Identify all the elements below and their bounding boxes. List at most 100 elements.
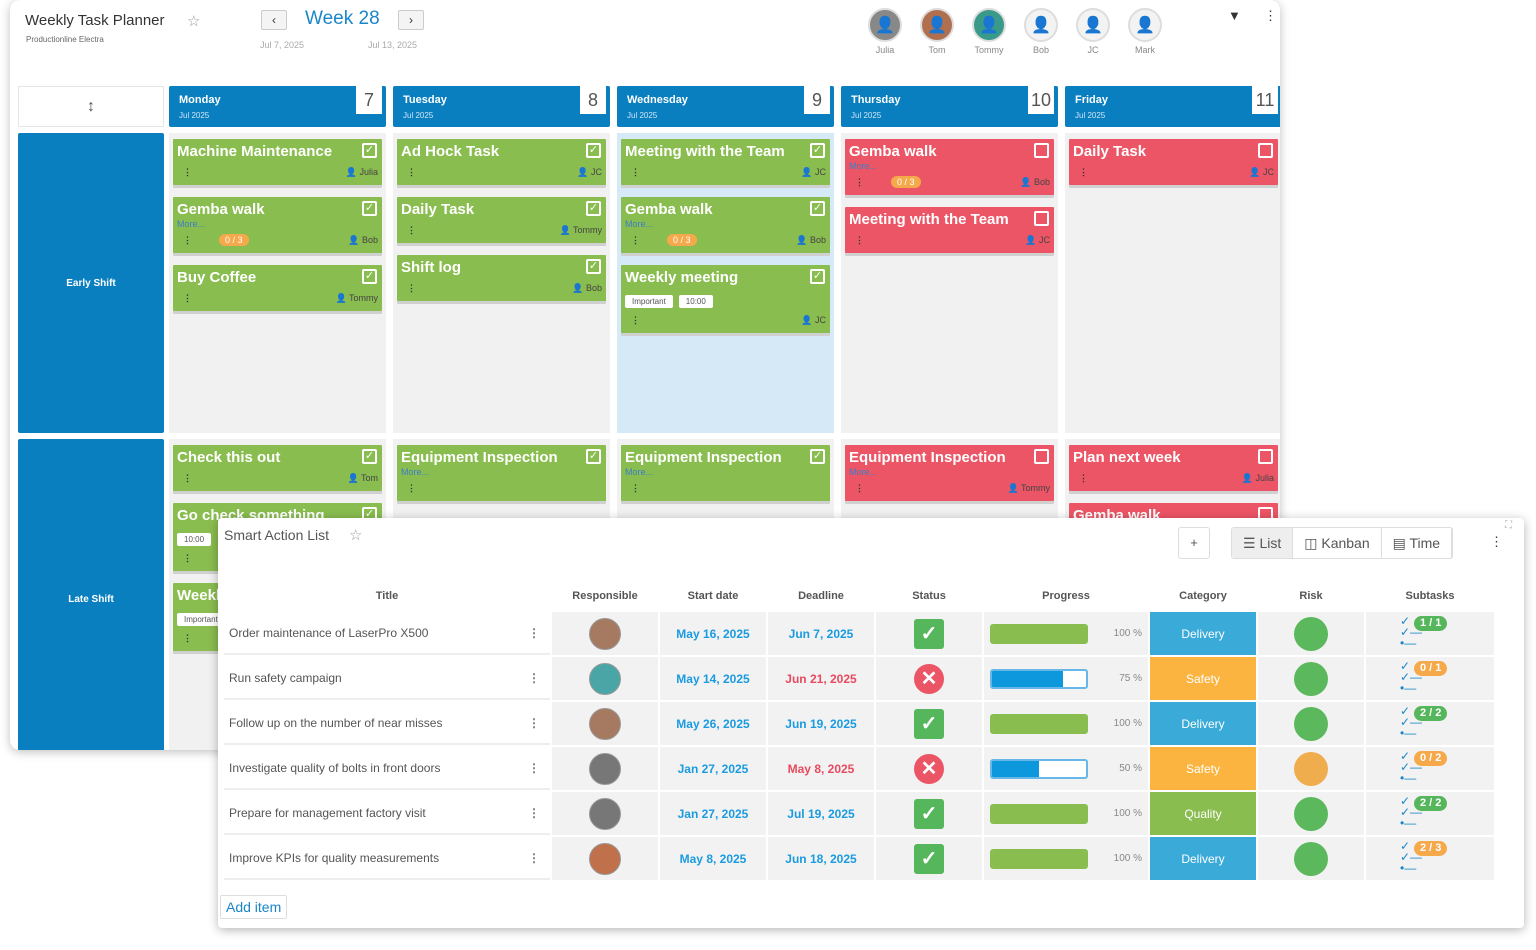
- task-checkbox[interactable]: ✓: [810, 449, 825, 464]
- task-card[interactable]: Weekly meeting ✓ Important 10:00 ⋮ 👤 JC: [621, 265, 830, 333]
- person-filter-jc[interactable]: 👤 JC: [1073, 8, 1113, 55]
- column-header-progress[interactable]: Progress: [1042, 590, 1090, 602]
- task-menu-icon[interactable]: ⋮: [183, 472, 192, 483]
- person-filter-julia[interactable]: 👤 Julia: [865, 8, 905, 55]
- filter-icon[interactable]: ▼: [1228, 8, 1241, 23]
- start-date-cell[interactable]: May 14, 2025: [660, 657, 766, 700]
- task-menu-icon[interactable]: ⋮: [407, 224, 416, 235]
- prev-week-button[interactable]: ‹: [261, 10, 287, 30]
- start-date-cell[interactable]: Jan 27, 2025: [660, 792, 766, 835]
- status-cell[interactable]: ✕: [876, 747, 982, 790]
- task-checkbox[interactable]: ✓: [810, 269, 825, 284]
- more-menu-icon[interactable]: ⋮: [1264, 8, 1277, 23]
- next-week-button[interactable]: ›: [398, 10, 424, 30]
- task-menu-icon[interactable]: ⋮: [183, 166, 192, 177]
- table-row[interactable]: Investigate quality of bolts in front do…: [224, 747, 1494, 790]
- person-filter-tom[interactable]: 👤 Tom: [917, 8, 957, 55]
- task-checkbox[interactable]: [1034, 143, 1049, 158]
- task-menu-icon[interactable]: ⋮: [855, 482, 864, 493]
- view-tab-time[interactable]: ▤ Time: [1382, 528, 1453, 558]
- subtasks-cell[interactable]: ✓ ✓— •— 0 / 2: [1366, 747, 1494, 790]
- task-card[interactable]: Daily Task ⋮ 👤 JC: [1069, 139, 1278, 185]
- task-menu-icon[interactable]: ⋮: [855, 176, 864, 187]
- subtasks-cell[interactable]: ✓ ✓— •— 1 / 1: [1366, 612, 1494, 655]
- more-link[interactable]: More...: [625, 219, 654, 229]
- risk-cell[interactable]: [1258, 792, 1364, 835]
- x-circle-icon[interactable]: ✕: [914, 663, 944, 694]
- responsible-cell[interactable]: [552, 837, 658, 880]
- category-cell[interactable]: Quality: [1150, 792, 1256, 835]
- title-cell[interactable]: Order maintenance of LaserPro X500 ⋮: [224, 612, 550, 655]
- task-menu-icon[interactable]: ⋮: [407, 282, 416, 293]
- status-cell[interactable]: ✓: [876, 837, 982, 880]
- risk-cell[interactable]: [1258, 702, 1364, 745]
- title-cell[interactable]: Run safety campaign ⋮: [224, 657, 550, 700]
- task-checkbox[interactable]: ✓: [586, 259, 601, 274]
- category-cell[interactable]: Delivery: [1150, 837, 1256, 880]
- task-menu-icon[interactable]: ⋮: [631, 482, 640, 493]
- start-date-cell[interactable]: Jan 27, 2025: [660, 747, 766, 790]
- category-cell[interactable]: Safety: [1150, 657, 1256, 700]
- task-menu-icon[interactable]: ⋮: [1079, 472, 1088, 483]
- table-row[interactable]: Order maintenance of LaserPro X500 ⋮ May 1…: [224, 612, 1494, 655]
- category-cell[interactable]: Delivery: [1150, 612, 1256, 655]
- status-cell[interactable]: ✓: [876, 792, 982, 835]
- row-menu-icon[interactable]: ⋮: [528, 806, 540, 820]
- risk-cell[interactable]: [1258, 612, 1364, 655]
- task-card[interactable]: Machine Maintenance ✓ ⋮ 👤 Julia: [173, 139, 382, 185]
- responsible-cell[interactable]: [552, 702, 658, 745]
- favorite-star-icon[interactable]: ☆: [349, 527, 363, 544]
- task-card[interactable]: Shift log ✓ ⋮ 👤 Bob: [397, 255, 606, 301]
- check-icon[interactable]: ✓: [914, 618, 944, 649]
- x-circle-icon[interactable]: ✕: [914, 753, 944, 784]
- column-header-risk[interactable]: Risk: [1299, 590, 1323, 602]
- check-icon[interactable]: ✓: [914, 843, 944, 874]
- person-filter-mark[interactable]: 👤 Mark: [1125, 8, 1165, 55]
- start-date-cell[interactable]: May 16, 2025: [660, 612, 766, 655]
- status-cell[interactable]: ✓: [876, 702, 982, 745]
- task-menu-icon[interactable]: ⋮: [407, 166, 416, 177]
- task-checkbox[interactable]: ✓: [586, 143, 601, 158]
- task-checkbox[interactable]: ✓: [586, 201, 601, 216]
- subtasks-cell[interactable]: ✓ ✓— •— 2 / 2: [1366, 792, 1494, 835]
- view-tab-list[interactable]: ☰ List: [1232, 528, 1294, 558]
- task-menu-icon[interactable]: ⋮: [183, 552, 192, 563]
- task-checkbox[interactable]: [1258, 143, 1273, 158]
- person-filter-bob[interactable]: 👤 Bob: [1021, 8, 1061, 55]
- title-cell[interactable]: Prepare for management factory visit ⋮: [224, 792, 550, 835]
- person-filter-tommy[interactable]: 👤 Tommy: [969, 8, 1009, 55]
- more-menu-icon[interactable]: ⋮: [1490, 534, 1503, 549]
- risk-cell[interactable]: [1258, 657, 1364, 700]
- add-button[interactable]: +: [1178, 527, 1210, 559]
- table-row[interactable]: Follow up on the number of near misses ⋮ M…: [224, 702, 1494, 745]
- task-card[interactable]: Plan next week ⋮ 👤 Julia: [1069, 445, 1278, 491]
- add-item-button[interactable]: Add item: [220, 895, 288, 919]
- table-row[interactable]: Prepare for management factory visit ⋮ Jan…: [224, 792, 1494, 835]
- task-checkbox[interactable]: ✓: [362, 143, 377, 158]
- row-menu-icon[interactable]: ⋮: [528, 626, 540, 640]
- responsible-cell[interactable]: [552, 792, 658, 835]
- title-cell[interactable]: Follow up on the number of near misses ⋮: [224, 702, 550, 745]
- more-link[interactable]: More...: [401, 467, 430, 477]
- task-menu-icon[interactable]: ⋮: [407, 482, 416, 493]
- more-link[interactable]: More...: [625, 467, 654, 477]
- start-date-cell[interactable]: May 8, 2025: [660, 837, 766, 880]
- subtasks-cell[interactable]: ✓ ✓— •— 0 / 1: [1366, 657, 1494, 700]
- task-menu-icon[interactable]: ⋮: [631, 314, 640, 325]
- row-menu-icon[interactable]: ⋮: [528, 716, 540, 730]
- table-row[interactable]: Improve KPIs for quality measurements ⋮ Ma…: [224, 837, 1494, 880]
- column-header-responsible[interactable]: Responsible: [572, 590, 638, 602]
- column-header-status[interactable]: Status: [912, 590, 946, 602]
- start-date-cell[interactable]: May 26, 2025: [660, 702, 766, 745]
- task-menu-icon[interactable]: ⋮: [631, 234, 640, 245]
- task-menu-icon[interactable]: ⋮: [855, 234, 864, 245]
- favorite-star-icon[interactable]: ☆: [187, 13, 201, 30]
- risk-cell[interactable]: [1258, 747, 1364, 790]
- task-checkbox[interactable]: ✓: [362, 449, 377, 464]
- task-menu-icon[interactable]: ⋮: [1079, 166, 1088, 177]
- title-cell[interactable]: Improve KPIs for quality measurements ⋮: [224, 837, 550, 880]
- category-cell[interactable]: Safety: [1150, 747, 1256, 790]
- responsible-cell[interactable]: [552, 747, 658, 790]
- task-card[interactable]: Check this out ✓ ⋮ 👤 Tom: [173, 445, 382, 491]
- task-card[interactable]: Gemba walk More... ⋮ 0 / 3 👤 Bob: [845, 139, 1054, 195]
